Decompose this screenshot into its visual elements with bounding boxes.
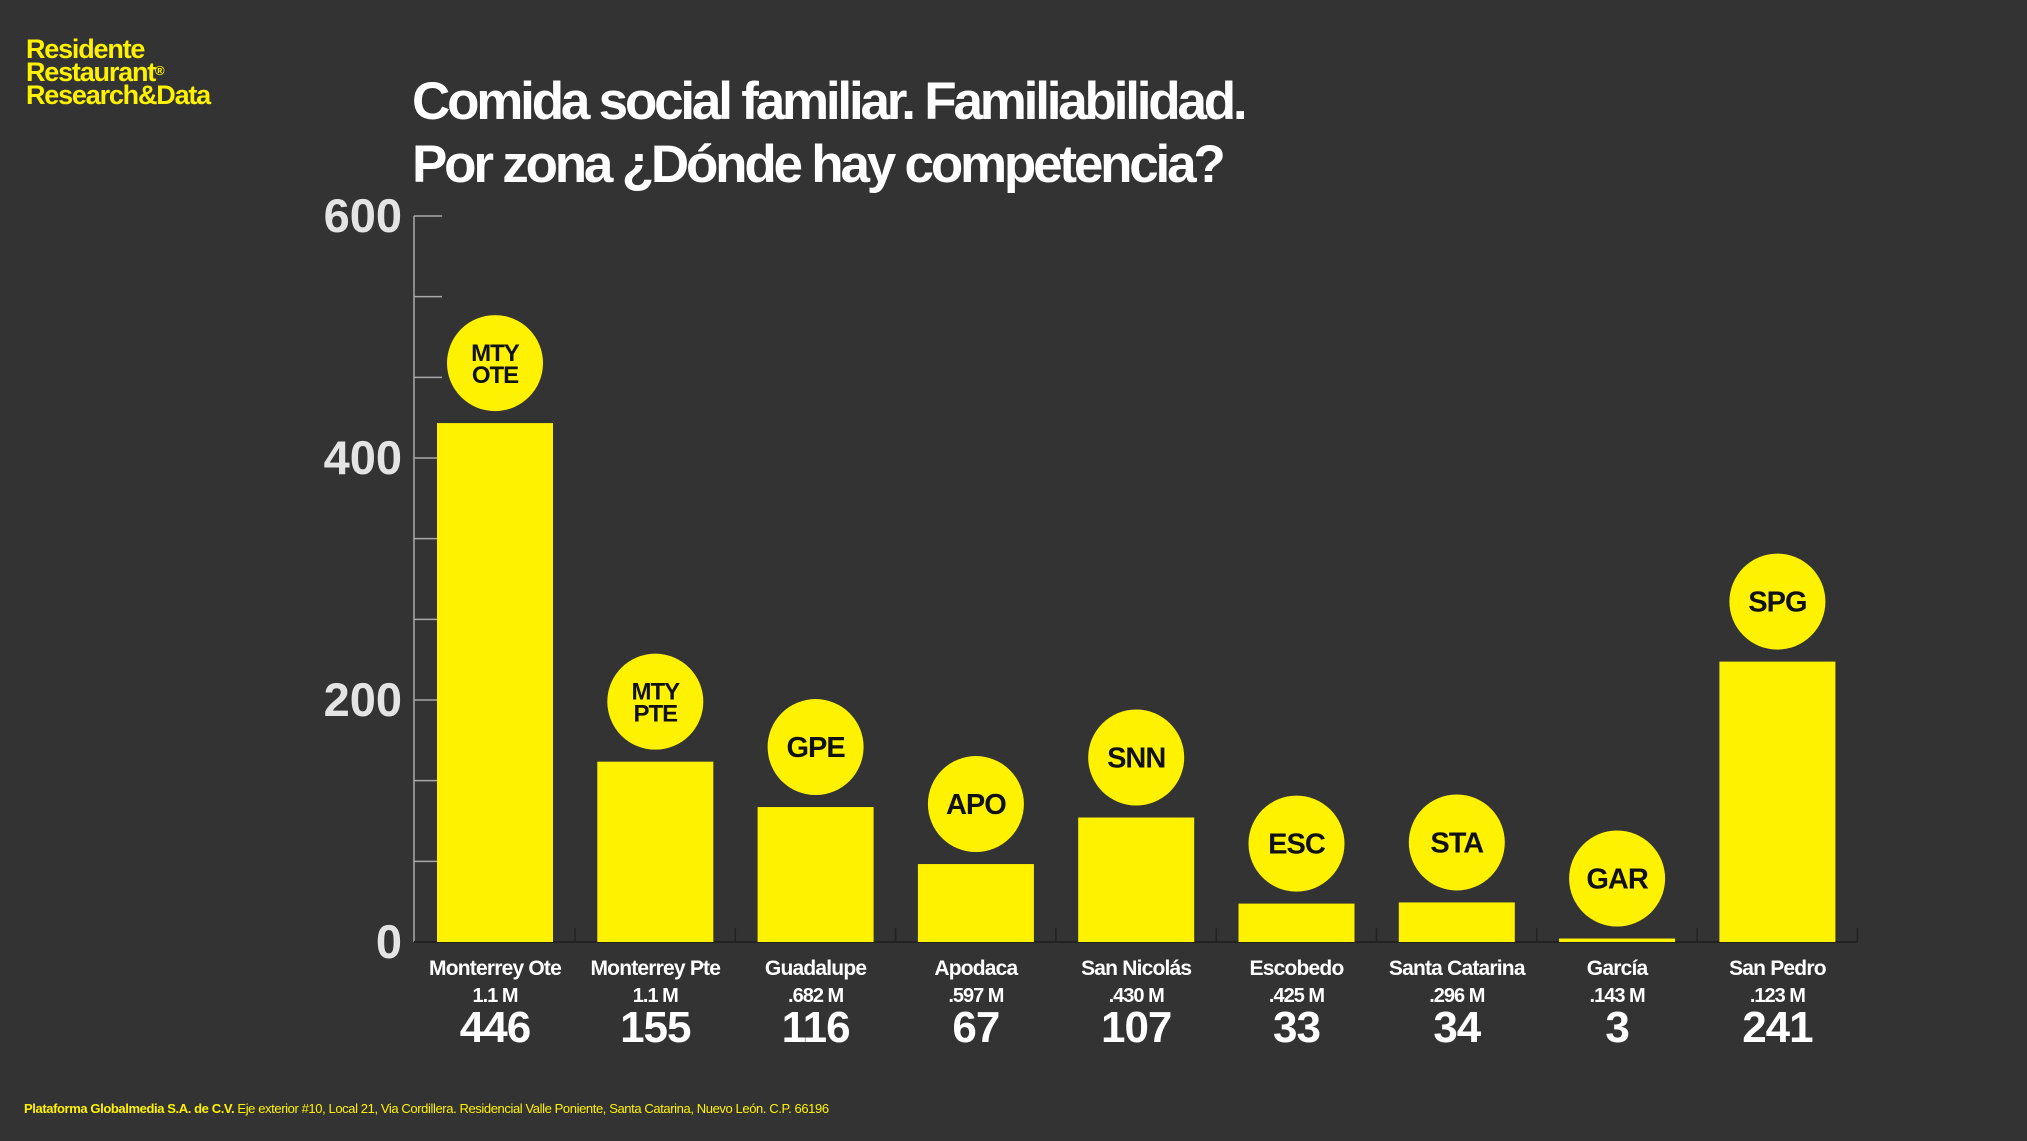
bars [437,423,1836,942]
category-label: Apodaca [934,957,1018,980]
value-label: 3 [1605,1003,1628,1052]
y-tick-label: 400 [324,431,402,484]
bar[interactable] [1398,902,1515,942]
bar[interactable] [1719,661,1836,942]
category-label: Guadalupe [765,957,866,980]
y-tick-label: 600 [324,189,402,242]
population-label: .425 M [1269,985,1324,1007]
y-tick-label: 0 [376,915,402,968]
brand-line-1: Residente [26,34,145,64]
badge-circle [927,756,1024,853]
population-label: .430 M [1109,985,1164,1007]
brand-line-2-text: Restaurant [26,57,156,87]
badge-label: MTY [471,340,520,367]
badge-label: APO [946,789,1006,821]
bar[interactable] [1078,817,1195,942]
brand-logo: Residente Restaurant® Research&Data [26,34,211,110]
footer-company: Plataforma Globalmedia S.A. de C.V. [24,1101,235,1116]
bar[interactable] [917,864,1034,942]
footer: Plataforma Globalmedia S.A. de C.V. Eje … [24,1101,829,1116]
badge-label: GAR [1586,864,1649,896]
value-label: 446 [460,1003,530,1052]
value-label: 33 [1273,1003,1320,1052]
chart-title: Comida social familiar. Familiabilidad. … [412,70,1248,196]
population-label: .597 M [948,985,1003,1007]
population-label: .296 M [1429,985,1484,1007]
chart-title-line-1: Comida social familiar. Familiabilidad. [412,72,1248,131]
brand-line-2: Restaurant® [26,59,210,86]
badge-circle [767,699,864,796]
population-label: .143 M [1590,985,1645,1007]
badge-label: OTE [472,362,519,389]
population-label: 1.1 M [633,985,678,1007]
badge-circle [1088,709,1185,806]
value-label: 116 [782,1003,850,1052]
badge-label: ESC [1268,829,1326,861]
badge-label: STA [1430,827,1484,859]
badge-circle [1569,830,1666,927]
badge-circle [1248,795,1345,892]
brand-line-3: Research&Data [26,80,211,110]
population-label: 1.1 M [472,985,517,1007]
category-label: Monterrey Pte [590,957,720,980]
population-label: .123 M [1750,985,1805,1007]
badge: SNN [1088,709,1185,806]
category-label: García [1587,957,1649,980]
registered-mark-icon: ® [155,63,165,78]
badge: GAR [1569,830,1666,927]
bar[interactable] [1238,903,1355,942]
bar[interactable] [597,761,714,942]
bar[interactable] [437,423,553,942]
badge-label: GPE [786,732,845,764]
badge-label: PTE [633,701,678,728]
value-label: 67 [952,1003,999,1052]
category-label: Escobedo [1250,957,1344,980]
badge-label: SPG [1748,587,1806,619]
badge: APO [927,756,1024,853]
badge: ESC [1248,795,1345,892]
badge-circle [447,315,543,412]
value-label: 241 [1742,1003,1813,1052]
value-label: 155 [620,1003,691,1052]
footer-address: Eje exterior #10, Local 21, Via Cordille… [237,1101,829,1116]
badge-circle [1408,794,1505,891]
category-label: Santa Catarina [1389,957,1526,980]
badge: SPG [1729,553,1826,650]
badge: STA [1408,794,1505,891]
badge-label: SNN [1107,743,1165,775]
category-label: San Pedro [1729,957,1826,980]
category-label: San Nicolás [1081,957,1191,980]
bar[interactable] [1559,938,1676,942]
population-label: .682 M [788,985,843,1007]
value-label: 107 [1101,1003,1171,1052]
value-label: 34 [1433,1003,1481,1052]
chart-title-line-2: Por zona ¿Dónde hay competencia? [412,135,1226,194]
bar[interactable] [757,807,874,942]
y-tick-label: 200 [324,673,402,726]
badge-circle [607,653,704,750]
category-label: Monterrey Ote [429,957,561,980]
badge: GPE [767,699,864,796]
badge-circle [1729,553,1826,650]
badge-label: MTY [631,679,680,706]
